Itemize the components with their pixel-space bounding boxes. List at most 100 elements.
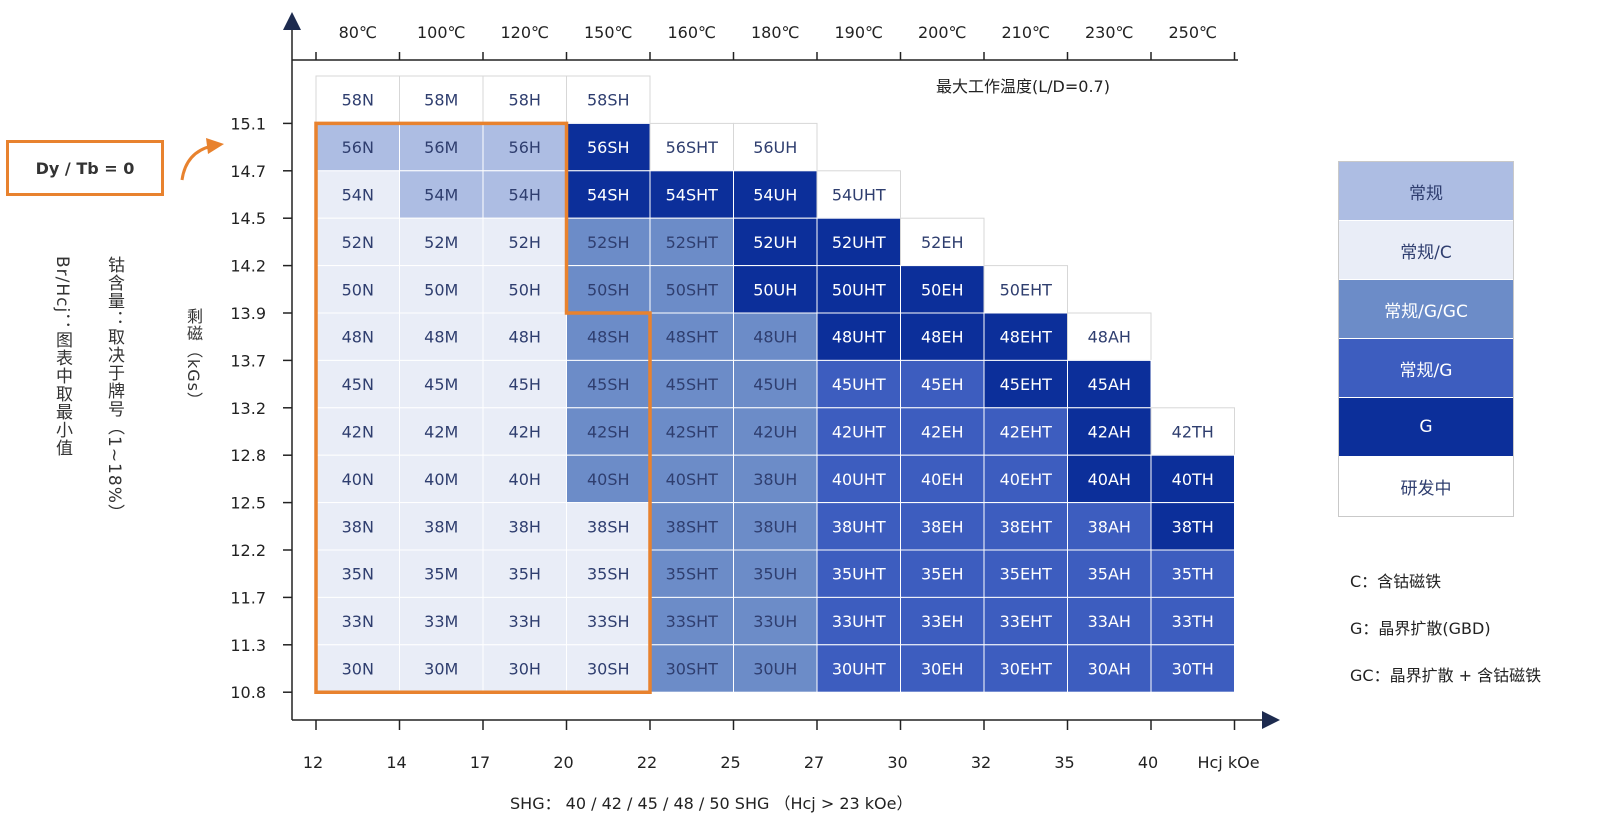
grade-label: 45EH [921,375,964,394]
grade-cell [482,359,567,409]
grade-cell [566,407,651,456]
grade-cell [900,265,985,314]
grade-label: 54H [509,186,541,205]
grade-label: 52N [342,233,374,252]
grade-label: 30M [424,660,458,679]
grade-cell [1067,644,1152,693]
y-ticks: 15.1 14.7 14.5 14.2 13.9 13.7 13.2 12.8 12.5 12.2… [230,114,292,702]
grade-cell [566,170,651,219]
x-tick-label: 32 [971,753,991,772]
grade-cell [399,549,484,598]
x-ticks: 12 14 17 20 22 25 27 30 32 35 40 Hcj kOe [303,720,1260,772]
grade-label: 50UHT [832,280,886,299]
grade-label: 40AH [1088,470,1131,489]
grade-label: 54N [342,186,374,205]
grade-cell [900,596,985,646]
grade-cell [649,454,734,504]
grade-label: 54UHT [832,186,886,205]
grade-cells: 58N 58M 58H 58SH 56N 56M 56H 56SH 56SHT 56UH 54N 54… [315,75,1235,693]
grade-label: 52SHT [666,233,719,252]
grade-label: 54UH [753,186,797,205]
grade-cell [983,407,1068,456]
grade-label: 56SHT [666,138,719,157]
grade-cell [566,265,651,314]
grade-cell [482,170,567,219]
grade-label: 52EH [921,233,964,252]
y-tick-label: 10.8 [230,683,266,702]
grade-label: 40EHT [1000,470,1053,489]
dy-tb-box: Dy / Tb = 0 [6,140,164,196]
grade-label: 40EH [921,470,964,489]
grade-cell [482,265,567,314]
grade-label: 45UH [753,375,797,394]
grade-label: 45N [342,375,374,394]
grade-label: 45H [509,375,541,394]
grade-label: 42H [509,423,541,442]
grade-label: 35SHT [666,565,719,584]
grade-label: 35EH [921,565,964,584]
pointer-arrow-head [206,138,224,154]
grade-label: 54SHT [666,186,719,205]
grade-label: 38EH [921,517,964,536]
grade-cell [566,644,651,693]
grade-label: 33AH [1088,612,1131,631]
grade-label: 38SH [587,517,630,536]
grade-cell [566,75,651,124]
top-axis-label: 150℃ [584,23,633,42]
grade-label: 38UH [753,470,797,489]
grade-cell [816,502,901,551]
grade-label: 40M [424,470,458,489]
grade-label: 40N [342,470,374,489]
grade-label: 56N [342,138,374,157]
grade-label: 30UHT [832,660,886,679]
grade-label: 42M [424,423,458,442]
grade-cell [983,596,1068,646]
grade-label: 33TH [1172,612,1214,631]
grade-label: 45M [424,375,458,394]
top-axis-label: 100℃ [417,23,466,42]
grade-cell [482,454,567,504]
grade-cell [399,502,484,551]
grade-cell [1067,312,1152,361]
x-tick-label: 27 [804,753,824,772]
grade-cell [399,644,484,693]
grade-label: 30H [509,660,541,679]
grade-label: 50UH [753,280,797,299]
grade-label: 30TH [1172,660,1214,679]
grade-label: 50SHT [666,280,719,299]
top-axis-label: 180℃ [751,23,800,42]
y-tick-label: 13.2 [230,399,266,418]
grade-label: 30SHT [666,660,719,679]
y-tick-label: 12.5 [230,494,266,513]
x-tick-label: 25 [720,753,740,772]
grade-label: 35AH [1088,565,1131,584]
note-gc: GC：晶界扩散 + 含钴磁铁 [1350,666,1542,685]
grade-cell [315,122,400,172]
note-g: G：晶界扩散(GBD) [1350,619,1491,638]
grade-cell [733,502,818,551]
grade-cell [816,644,901,693]
x-axis-arrow [1262,711,1280,729]
grade-label: 56UH [753,138,797,157]
grade-label: 42TH [1172,423,1214,442]
grade-label: 30EHT [1000,660,1053,679]
grade-label: 48UH [753,328,797,347]
grade-label: 38EHT [1000,517,1053,536]
top-axis-label: 80℃ [339,23,377,42]
grade-cell [733,644,818,693]
grade-cell [482,407,567,456]
axes [283,12,1280,729]
grade-label: 30EH [921,660,964,679]
grade-label: 35N [342,565,374,584]
grade-cell [1067,454,1152,504]
y-axis-label: 剩磁（kGs） [184,308,203,409]
grade-label: 33EH [921,612,964,631]
grade-label: 33UHT [832,612,886,631]
grade-cell [315,312,400,361]
x-tick-label: 14 [386,753,406,772]
grade-cell [983,644,1068,693]
top-axis-label: 120℃ [500,23,549,42]
grade-cell [315,265,400,314]
grade-cell [733,596,818,646]
grade-label: 56H [509,138,541,157]
